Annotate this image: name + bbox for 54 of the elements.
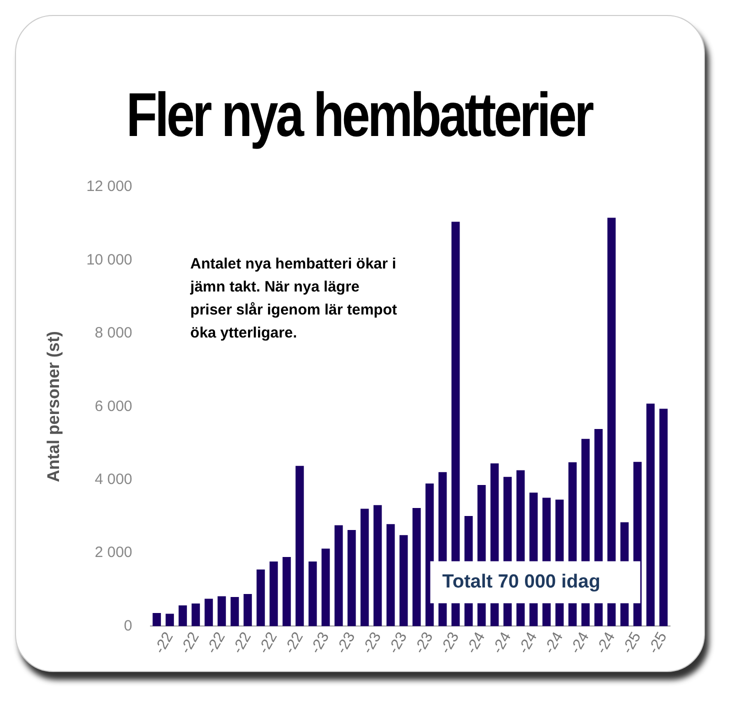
bar bbox=[256, 569, 265, 626]
x-tick-label: -24 bbox=[593, 629, 619, 657]
x-tick-label: -22 bbox=[203, 629, 229, 657]
bar bbox=[204, 598, 213, 626]
bar bbox=[178, 605, 187, 626]
y-tick-label: 6 000 bbox=[94, 398, 132, 415]
bar bbox=[400, 535, 408, 626]
chart-title: Fler nya hembatterier bbox=[125, 80, 594, 151]
bar bbox=[322, 548, 330, 626]
bar bbox=[659, 408, 668, 626]
y-tick-label: 2 000 bbox=[94, 544, 132, 562]
y-axis-title: Antal personer (st) bbox=[44, 331, 63, 482]
x-tick-label: -25 bbox=[644, 629, 671, 657]
x-tick-label: -24 bbox=[515, 629, 541, 657]
bar bbox=[270, 561, 278, 626]
annotation: Antalet nya hembatteri ökar i jämn takt. När nya lägre priser slår igenom lär tempot öka ytterligare. bbox=[189, 256, 398, 342]
x-tick-label: -24 bbox=[567, 629, 593, 657]
bar bbox=[244, 594, 252, 626]
bar bbox=[334, 525, 343, 626]
bar bbox=[646, 404, 655, 626]
bar bbox=[282, 557, 291, 626]
bar bbox=[386, 524, 395, 626]
x-tick-label: -23 bbox=[333, 629, 359, 657]
bar bbox=[192, 604, 200, 626]
bar bbox=[166, 614, 174, 626]
y-tick-label: 4 000 bbox=[94, 470, 132, 488]
y-tick-label: 0 bbox=[124, 617, 132, 634]
x-tick-label: -22 bbox=[177, 629, 203, 657]
y-tick-label: 10 000 bbox=[86, 251, 132, 268]
x-tick-label: -24 bbox=[463, 629, 489, 657]
bar bbox=[374, 505, 382, 626]
x-tick-label: -23 bbox=[359, 629, 385, 657]
x-tick-label: -23 bbox=[307, 629, 333, 657]
x-tick-label: -23 bbox=[385, 629, 411, 657]
x-tick-label: -22 bbox=[151, 629, 177, 657]
bar bbox=[152, 613, 161, 626]
bar bbox=[230, 596, 239, 626]
bar bbox=[360, 508, 369, 626]
x-tick-label: -24 bbox=[489, 629, 515, 657]
x-tick-label: -25 bbox=[619, 629, 645, 657]
x-tick-label: -23 bbox=[437, 629, 463, 657]
annotation: Totalt 70 000 idag bbox=[442, 571, 600, 592]
x-tick-label: -23 bbox=[411, 629, 437, 657]
x-tick-label: -22 bbox=[281, 629, 307, 657]
y-tick-label: 12 000 bbox=[86, 178, 132, 196]
x-tick-label: -24 bbox=[541, 629, 567, 657]
bar bbox=[412, 508, 421, 626]
x-tick-label: -22 bbox=[229, 629, 255, 657]
x-tick-label: -22 bbox=[255, 629, 281, 657]
bar bbox=[308, 561, 317, 626]
bar bbox=[296, 466, 304, 626]
bar bbox=[348, 530, 356, 626]
bar bbox=[218, 596, 226, 626]
y-tick-label: 8 000 bbox=[94, 324, 132, 342]
